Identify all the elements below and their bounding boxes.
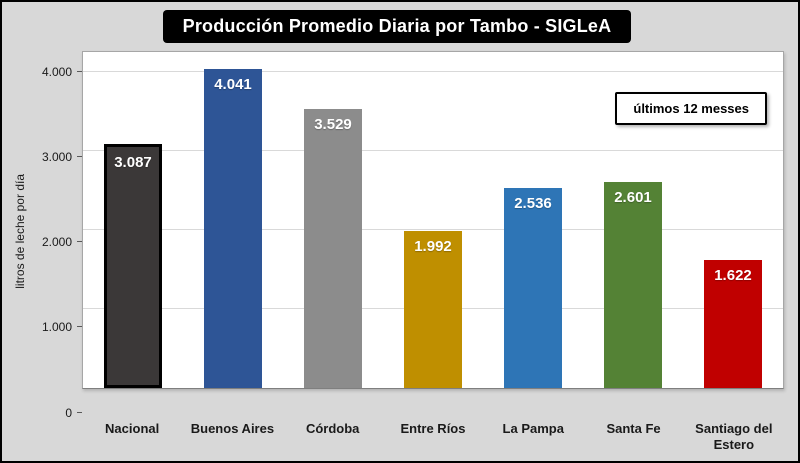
bar-slot: 2.536 <box>483 52 583 388</box>
y-tick-label: 2.000 <box>41 235 72 250</box>
y-axis: 0 1.000 2.000 3.000 4.000 <box>30 51 82 420</box>
gridline <box>83 70 783 72</box>
plot-area: 3.087 4.041 3.529 1.992 2.536 2.601 1.622 últi… <box>82 51 784 389</box>
chart-title: Producción Promedio Diaria por Tambo - S… <box>162 10 632 43</box>
bar-santa-fe: 2.601 <box>604 182 662 388</box>
y-axis-label: litros de leche por día <box>13 174 27 290</box>
bar-buenos-aires: 4.041 <box>204 68 262 388</box>
y-tick-mark <box>77 326 82 328</box>
y-tick-mark <box>77 241 82 243</box>
x-category-label: Entre Ríos <box>400 420 466 436</box>
bar-entre-rios: 1.992 <box>404 230 462 388</box>
bar-slot: 4.041 <box>183 52 283 388</box>
y-tick-label: 1.000 <box>41 320 72 335</box>
bar-slot: 3.087 <box>83 52 183 388</box>
y-tick-mark <box>77 156 82 158</box>
y-tick-mark <box>77 71 82 73</box>
bar-nacional: 3.087 <box>104 143 162 388</box>
bar-slot: 2.601 <box>583 52 683 388</box>
y-tick-label: 0 <box>65 405 72 420</box>
bar-santiago-del-estero: 1.622 <box>704 259 762 388</box>
bar-la-pampa: 2.536 <box>504 187 562 388</box>
bar-value-label: 1.622 <box>714 266 752 284</box>
x-labels-row: Nacional Buenos Aires Córdoba Entre Ríos La … <box>82 413 784 454</box>
bar-cordoba: 3.529 <box>304 109 362 388</box>
bar-slot: 1.622 <box>683 52 783 388</box>
y-tick-label: 4.000 <box>41 65 72 80</box>
bar-value-label: 4.041 <box>214 75 252 93</box>
y-tick-mark <box>77 411 82 413</box>
x-category-label: Buenos Aires <box>190 420 275 436</box>
bar-slot: 3.529 <box>283 52 383 388</box>
x-category-label: Santiago del Estero <box>695 420 773 452</box>
gridline <box>83 228 783 230</box>
y-tick-label: 3.000 <box>41 150 72 165</box>
note-box: últimos 12 messes <box>615 92 767 125</box>
bar-value-label: 1.992 <box>414 237 452 255</box>
bars-row: 3.087 4.041 3.529 1.992 2.536 2.601 1.622 <box>83 52 783 388</box>
x-category-label: Córdoba <box>305 420 360 436</box>
bar-value-label: 3.087 <box>114 153 152 171</box>
bar-value-label: 2.601 <box>614 189 652 207</box>
y-axis-label-container: litros de leche por día <box>10 51 30 413</box>
x-category-label: Nacional <box>105 420 160 436</box>
x-category-label: Santa Fe <box>606 420 661 436</box>
bar-slot: 1.992 <box>383 52 483 388</box>
bar-value-label: 2.536 <box>514 194 552 212</box>
gridline <box>83 149 783 151</box>
chart-area: litros de leche por día 0 1.000 2.000 3.000… <box>10 51 784 453</box>
x-category-label: La Pampa <box>502 420 564 436</box>
bar-value-label: 3.529 <box>314 116 352 134</box>
